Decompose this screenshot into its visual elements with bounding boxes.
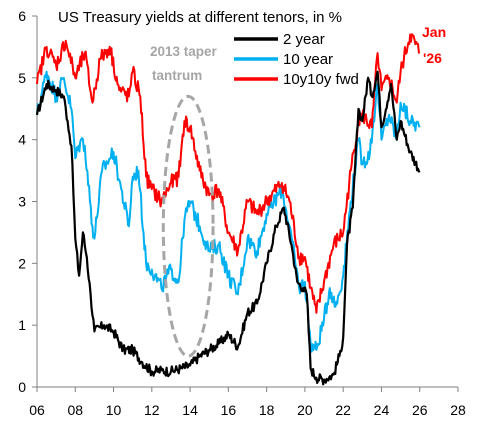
x-tick-label: 28	[450, 402, 466, 418]
taper-tantrum-ellipse	[161, 94, 215, 358]
y-tick-label: 5	[18, 70, 26, 86]
x-tick-label: 12	[144, 402, 160, 418]
x-tick-label: 20	[297, 402, 313, 418]
x-tick-label: 06	[29, 402, 45, 418]
y-tick-label: 1	[18, 317, 26, 333]
x-tick-label: 18	[259, 402, 275, 418]
chart-title: US Treasury yields at different tenors, …	[58, 9, 342, 26]
legend-label-10y10y-fwd: 10y10y fwd	[283, 71, 359, 88]
y-tick-label: 2	[18, 255, 26, 271]
taper-annotation-line-2: tantrum	[152, 68, 202, 83]
x-tick-label: 10	[106, 402, 122, 418]
x-tick-label: 24	[374, 402, 390, 418]
series-layer	[35, 33, 421, 386]
taper-annotation-line-1: 2013 taper	[150, 44, 218, 59]
y-tick-label: 4	[18, 132, 26, 148]
annotation-layer	[161, 94, 215, 358]
jan26-annotation-line-2: '26	[423, 50, 442, 66]
x-tick-label: 26	[412, 402, 428, 418]
x-tick-label: 14	[182, 402, 198, 418]
x-tick-label: 22	[335, 402, 351, 418]
legend: 2 year 10 year 10y10y fwd	[234, 31, 359, 88]
x-tick-label: 08	[67, 402, 83, 418]
y-tick-label: 6	[18, 8, 26, 24]
series-line-2-year	[35, 70, 421, 386]
legend-label-2-year: 2 year	[283, 31, 325, 48]
x-tick-label: 16	[221, 402, 237, 418]
y-tick-label: 3	[18, 194, 26, 210]
legend-label-10-year: 10 year	[283, 51, 333, 68]
y-tick-label: 0	[18, 379, 26, 395]
jan26-annotation-line-1: Jan	[422, 24, 446, 40]
